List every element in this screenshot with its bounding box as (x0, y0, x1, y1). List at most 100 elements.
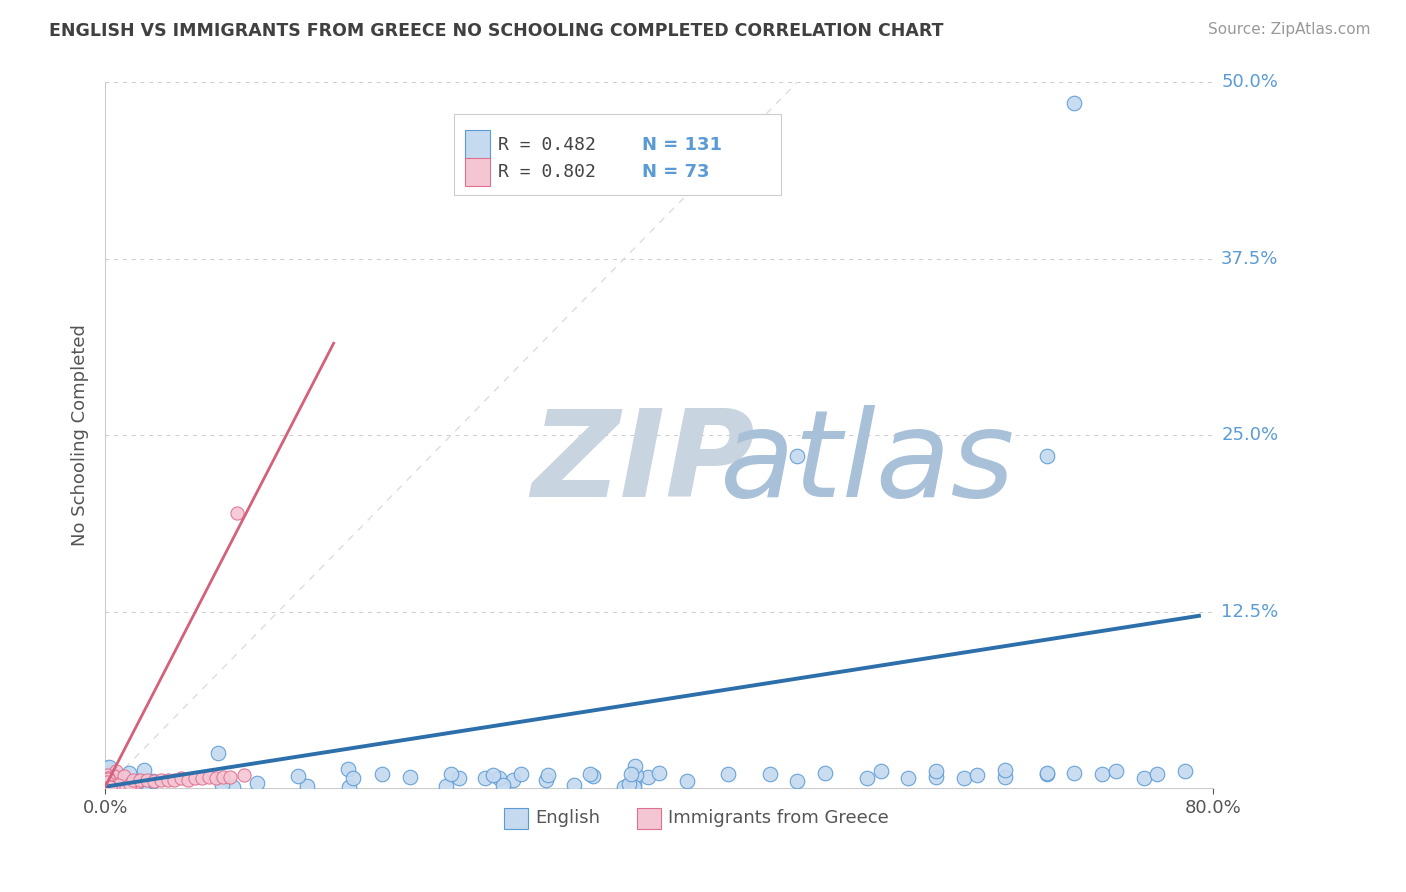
Point (114, 779, 136, 793)
Point (132, 775, 155, 789)
Point (613, 780, 636, 794)
Point (108, 771, 131, 785)
Point (96, 772, 118, 786)
Point (492, 778, 515, 792)
Point (98, 774, 121, 789)
Point (207, 746, 229, 760)
Point (624, 767, 647, 781)
Point (131, 780, 153, 794)
Point (96, 780, 118, 794)
Point (246, 776, 269, 790)
Point (617, 776, 640, 790)
Point (103, 774, 125, 789)
Text: atlas: atlas (720, 405, 1015, 522)
Point (111, 780, 134, 794)
Point (103, 769, 125, 783)
Point (105, 777, 128, 791)
Point (100, 780, 122, 795)
Point (104, 780, 127, 794)
Point (925, 764, 948, 779)
Point (105, 778, 128, 792)
Point (1035, 765, 1057, 780)
Point (98, 766, 121, 780)
Point (110, 779, 132, 793)
Point (98, 778, 121, 792)
Point (96, 778, 118, 792)
Point (96, 770, 118, 784)
Point (371, 767, 394, 781)
Point (97, 777, 120, 791)
Point (98, 772, 121, 786)
Point (114, 780, 136, 795)
Point (1063, 765, 1085, 780)
Point (111, 770, 134, 784)
Point (112, 769, 135, 783)
Point (925, 770, 948, 784)
Point (115, 780, 138, 794)
Point (96, 772, 118, 787)
Point (101, 775, 124, 789)
Point (107, 780, 129, 795)
Point (100, 772, 122, 787)
Point (115, 780, 138, 795)
Text: N = 73: N = 73 (643, 163, 710, 181)
Point (121, 779, 143, 793)
Point (96, 780, 118, 795)
Point (104, 768, 127, 782)
Point (96, 777, 118, 791)
Point (104, 764, 127, 779)
Point (125, 775, 148, 789)
Point (434, 779, 457, 793)
Bar (503, 808, 529, 829)
Point (1174, 764, 1197, 779)
Point (786, 449, 808, 463)
Point (112, 777, 135, 791)
Point (107, 780, 129, 795)
Point (96, 779, 118, 793)
Point (98, 779, 121, 793)
Point (98, 777, 121, 791)
Point (108, 780, 131, 795)
Point (96, 776, 118, 790)
Text: ENGLISH VS IMMIGRANTS FROM GREECE NO SCHOOLING COMPLETED CORRELATION CHART: ENGLISH VS IMMIGRANTS FROM GREECE NO SCH… (49, 22, 943, 40)
Point (177, 772, 200, 787)
Point (103, 776, 125, 790)
Point (117, 780, 139, 794)
Point (96, 775, 118, 789)
Point (814, 765, 837, 780)
Point (97, 777, 120, 791)
Point (103, 780, 125, 794)
Point (623, 780, 645, 794)
Point (98, 780, 121, 794)
Text: 37.5%: 37.5% (1222, 250, 1278, 268)
Point (98, 780, 121, 795)
Point (97, 764, 120, 779)
Point (96, 778, 118, 792)
Point (104, 779, 127, 793)
Point (97, 780, 120, 794)
Point (98, 778, 121, 792)
Point (212, 770, 235, 784)
Point (869, 764, 891, 779)
Point (232, 768, 254, 782)
Point (1035, 449, 1057, 463)
Point (103, 773, 125, 788)
Point (105, 780, 128, 795)
Point (536, 772, 558, 787)
Point (98, 775, 121, 789)
Point (97, 780, 120, 794)
Point (104, 779, 127, 793)
Point (96, 777, 118, 791)
Point (398, 770, 420, 784)
Point (582, 769, 605, 783)
Text: Source: ZipAtlas.com: Source: ZipAtlas.com (1208, 22, 1371, 37)
Point (96, 774, 118, 789)
Point (105, 779, 128, 793)
Point (98, 780, 121, 794)
Point (100, 777, 122, 791)
Point (758, 767, 780, 781)
Point (623, 759, 645, 773)
Point (105, 779, 128, 793)
Point (198, 770, 221, 784)
Point (103, 779, 125, 793)
